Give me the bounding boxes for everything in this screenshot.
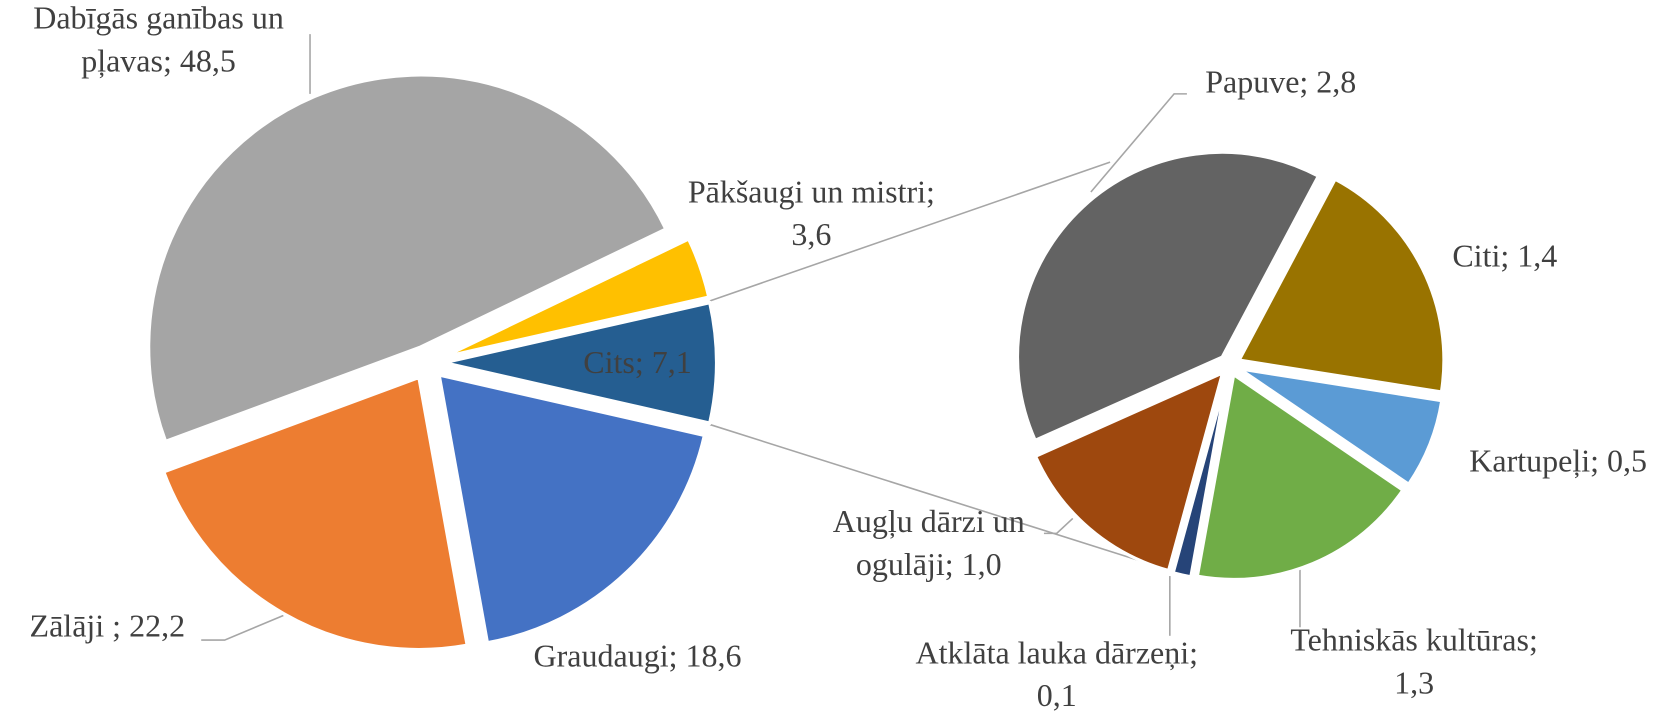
data-label: Zālāji ; 22,2: [30, 608, 186, 644]
leader-line: [1090, 93, 1187, 193]
data-label: Atklāta lauka dārzeņi;: [915, 634, 1198, 670]
leader-line: [201, 614, 284, 641]
data-label: Cits; 7,1: [583, 344, 691, 380]
pie-slice: [1033, 370, 1226, 573]
data-label: Graudaugi; 18,6: [534, 638, 742, 674]
connector-line: [709, 161, 1111, 302]
pie-slice: [437, 372, 707, 645]
data-label: 3,6: [791, 216, 831, 252]
data-label: Kartupeļi; 0,5: [1469, 442, 1647, 478]
pie-slice: [161, 375, 470, 652]
data-label: Papuve; 2,8: [1205, 64, 1356, 100]
data-label: Tehniskās kultūras;: [1290, 622, 1538, 658]
pie-slice: [1195, 371, 1406, 582]
data-label: pļavas; 48,5: [81, 42, 236, 78]
data-label: Citi; 1,4: [1452, 238, 1557, 274]
pie-slice: [444, 300, 718, 425]
data-label: ogulāji; 1,0: [856, 546, 1002, 582]
pie-slice: [442, 236, 711, 359]
data-label: Augļu dārzi un: [833, 503, 1025, 539]
data-label: Dabīgās ganības un: [33, 0, 284, 36]
connector-line: [709, 423, 1162, 569]
data-label: 1,3: [1394, 664, 1434, 700]
data-label: Pākšaugi un mistri;: [688, 174, 935, 210]
pie-slice: [1238, 367, 1444, 487]
pie-slice: [1015, 150, 1321, 443]
pie-slice: [147, 73, 668, 444]
pie-slice: [1236, 177, 1446, 394]
leader-line: [1043, 517, 1074, 535]
data-label: 0,1: [1037, 677, 1077, 713]
pie-slice: [1171, 374, 1229, 579]
